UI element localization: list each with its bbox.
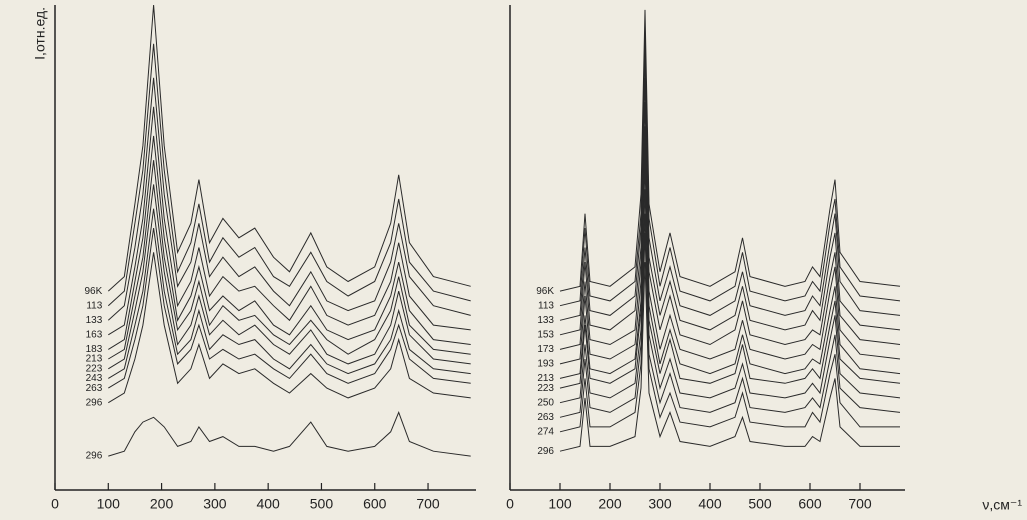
spectrum: [108, 135, 471, 350]
spectrum: [559, 232, 900, 433]
x-tick-label: 600: [798, 496, 822, 512]
series-label: 113: [86, 300, 102, 311]
spectrum: [559, 101, 901, 350]
x-tick-label: 700: [416, 496, 440, 512]
spectrum: [108, 228, 471, 389]
y-axis-label: I,отн.ед.: [32, 7, 48, 60]
series-label: 163: [86, 329, 103, 340]
x-tick-label: 500: [748, 496, 772, 512]
series-label: 183: [86, 344, 103, 355]
series-label: 96K: [536, 286, 554, 297]
x-tick-label: 0: [506, 496, 514, 512]
x-tick-label: 100: [97, 496, 121, 512]
x-axis-label: ν,см⁻¹: [982, 497, 1022, 513]
series-label: 250: [537, 397, 554, 408]
series-label: 263: [537, 412, 554, 423]
spectrum: [559, 126, 901, 365]
series-label: 133: [86, 315, 103, 326]
spectrum: [108, 252, 471, 404]
series-label: 223: [537, 383, 554, 394]
series-label: 223: [86, 363, 103, 374]
series-label: 153: [537, 329, 554, 340]
spectrum: [559, 9, 901, 292]
series-label: 296: [86, 451, 103, 462]
x-tick-label: 300: [648, 496, 672, 512]
x-tick-label: 300: [203, 496, 227, 512]
series-label: 263: [86, 383, 103, 394]
x-tick-label: 200: [598, 496, 622, 512]
spectrum: [559, 189, 901, 404]
x-tick-label: 400: [698, 496, 722, 512]
x-tick-label: 400: [256, 496, 280, 512]
spectrum: [108, 184, 471, 370]
spectrum: [559, 53, 901, 321]
spectrum: [559, 262, 900, 452]
spectrum: [559, 34, 901, 307]
series-label: 213: [537, 373, 554, 384]
series-label: 113: [538, 300, 554, 311]
spectrum: [559, 213, 901, 418]
spectrum: [107, 43, 471, 307]
x-tick-label: 500: [310, 496, 334, 512]
x-tick-label: 600: [363, 496, 387, 512]
series-label: 133: [537, 315, 554, 326]
series-label: 296: [537, 446, 554, 457]
spectrum: [108, 160, 471, 360]
series-label: 173: [537, 344, 554, 355]
spectrum: [559, 145, 901, 379]
x-tick-label: 100: [548, 496, 572, 512]
spectrum: [108, 411, 471, 457]
spectrum: [107, 4, 471, 292]
x-tick-label: 0: [51, 496, 59, 512]
spectrum: [108, 208, 471, 379]
series-label: 96K: [84, 286, 102, 297]
spectrum: [108, 106, 471, 336]
series-label: 193: [537, 359, 554, 370]
x-tick-label: 700: [848, 496, 872, 512]
series-label: 296: [86, 397, 103, 408]
spectrum: [559, 77, 901, 336]
series-label: 213: [86, 354, 103, 365]
series-label: 243: [86, 373, 103, 384]
series-label: 274: [537, 426, 554, 437]
spectrum: [559, 164, 901, 389]
spectrum: [107, 77, 471, 321]
x-tick-label: 200: [150, 496, 174, 512]
